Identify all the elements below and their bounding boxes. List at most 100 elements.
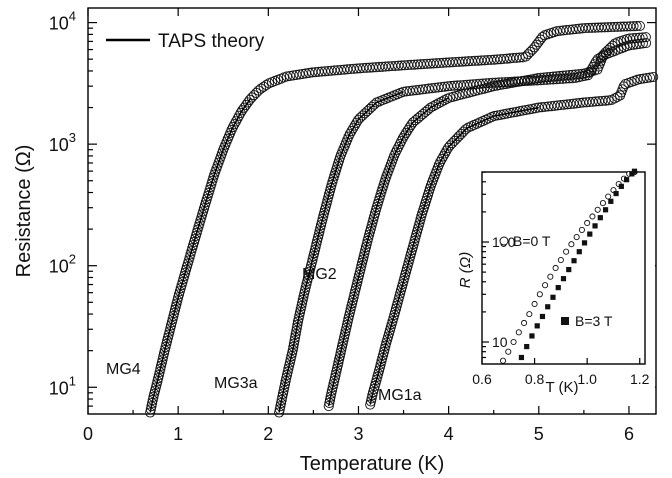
data-point — [439, 148, 450, 159]
inset-data-point — [599, 200, 606, 207]
inset-background — [457, 160, 655, 404]
inset-data-point — [534, 323, 540, 329]
data-point — [349, 120, 360, 131]
x-tick-label: 3 — [353, 424, 363, 444]
data-point — [351, 117, 362, 128]
data-point — [425, 102, 436, 113]
inset-data-point — [592, 223, 598, 229]
data-point — [300, 68, 311, 79]
data-point — [603, 95, 614, 106]
data-point — [288, 338, 299, 349]
inset-data-point — [581, 240, 588, 246]
inset-data-point — [563, 248, 570, 255]
data-point — [505, 107, 516, 119]
inset-data-point — [499, 357, 507, 364]
x-tick-label: 0 — [83, 424, 93, 444]
x-tick-label: 4 — [444, 424, 454, 444]
inset-data-point — [521, 319, 528, 327]
data-point — [565, 98, 576, 110]
data-point — [514, 106, 525, 117]
data-point — [291, 69, 302, 80]
data-point — [508, 107, 519, 118]
x-tick-label: 5 — [534, 424, 544, 444]
x-axis-title: Temperature (K) — [300, 453, 445, 475]
data-point — [529, 73, 540, 84]
data-point — [530, 103, 541, 114]
data-point — [564, 24, 575, 35]
inset-legend-circle-swatch — [499, 236, 509, 246]
data-point — [274, 404, 285, 415]
data-point — [147, 398, 158, 409]
data-point — [577, 68, 588, 79]
data-point — [607, 40, 618, 51]
theory-line — [369, 106, 539, 405]
data-point — [460, 124, 471, 135]
data-point — [494, 80, 505, 91]
inset-data-point — [524, 343, 530, 350]
data-point — [543, 101, 554, 112]
data-point — [275, 401, 286, 412]
data-point — [488, 81, 499, 92]
inset-data-point — [539, 313, 546, 320]
data-point — [426, 83, 437, 94]
inset-data-point — [629, 171, 635, 177]
data-point — [436, 81, 447, 93]
data-point — [436, 154, 447, 165]
y-tick-label: 101 — [49, 373, 76, 398]
data-point — [546, 101, 557, 112]
data-point — [411, 85, 422, 96]
x-tick-label: 2 — [263, 424, 273, 444]
data-point — [631, 21, 642, 32]
data-point — [145, 404, 156, 415]
data-point — [397, 133, 408, 144]
x-tick-label: 6 — [624, 424, 634, 444]
inset-data-point — [623, 177, 630, 183]
inset-data-point — [542, 282, 549, 289]
data-point — [498, 109, 510, 120]
data-point — [567, 24, 578, 35]
inset-data-point — [515, 329, 522, 336]
data-point — [510, 77, 521, 88]
data-point — [404, 122, 415, 133]
data-point — [640, 32, 651, 43]
data-point — [533, 102, 544, 113]
data-point — [511, 106, 522, 117]
series-mg2: MG2 — [302, 32, 651, 412]
inset-legend-square-swatch — [561, 317, 569, 325]
data-point — [516, 76, 527, 87]
data-point — [513, 76, 524, 87]
data-point — [258, 81, 269, 92]
theory-line — [327, 97, 449, 407]
inset-data-point — [597, 215, 603, 221]
data-point — [441, 145, 452, 156]
data-point — [634, 32, 645, 43]
data-point — [323, 401, 334, 412]
inset-data-point — [576, 249, 582, 255]
data-point — [290, 329, 301, 340]
data-point — [324, 397, 335, 409]
data-point — [524, 104, 535, 115]
data-point — [558, 25, 569, 36]
y-tick-label: 104 — [49, 9, 76, 34]
data-point — [637, 32, 648, 43]
data-point — [634, 38, 645, 49]
data-point — [438, 151, 449, 162]
inset-x-tick-label: 1.2 — [630, 371, 650, 387]
data-point — [531, 39, 542, 50]
data-point — [404, 85, 415, 96]
data-point — [527, 103, 538, 114]
data-point — [325, 391, 336, 402]
data-point — [549, 100, 560, 111]
data-point — [398, 86, 409, 97]
inset-legend-label-b0: B=0 T — [513, 233, 551, 249]
data-point — [235, 107, 246, 119]
data-point — [274, 407, 285, 418]
data-point — [240, 99, 252, 111]
inset-data-point — [584, 219, 591, 227]
inset-y-axis-title: R (Ω) — [457, 252, 474, 288]
data-point — [631, 39, 642, 50]
inset-series-b0 — [499, 169, 638, 364]
data-point — [529, 42, 540, 53]
data-point — [551, 26, 562, 37]
